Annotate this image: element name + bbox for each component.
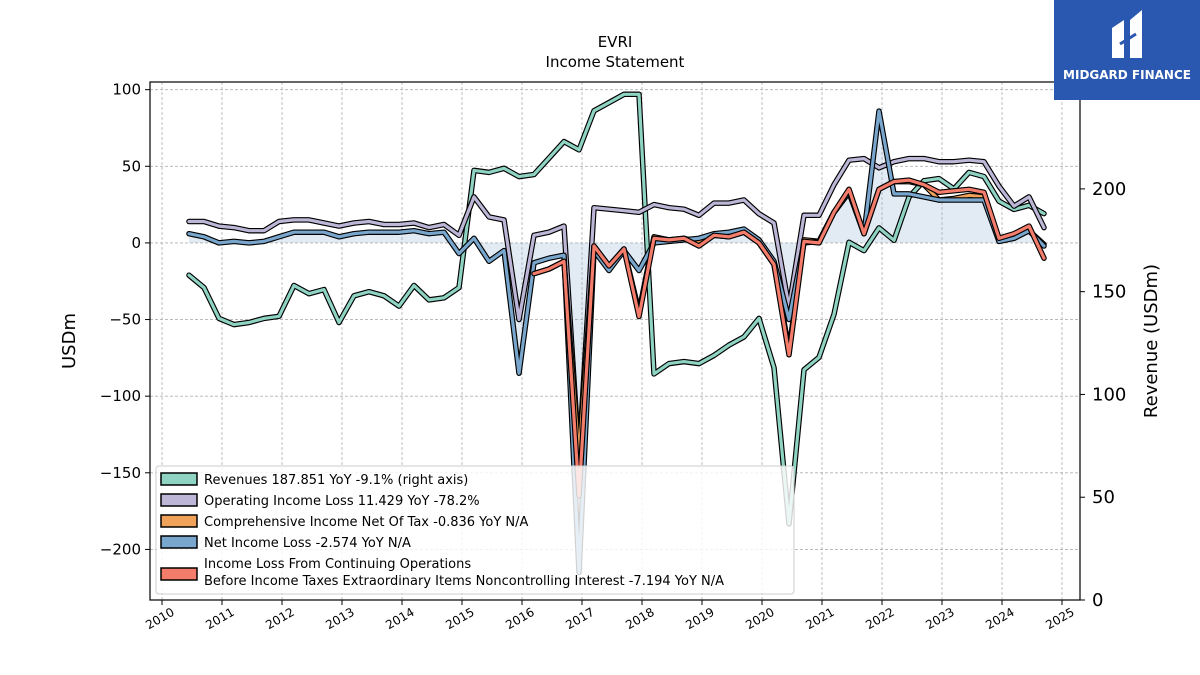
x-tick-label-2019: 2019 — [683, 605, 716, 632]
x-tick-label-2021: 2021 — [803, 605, 836, 632]
x-tick-label-2017: 2017 — [563, 605, 596, 632]
y-axis-right-label: Revenue (USDm) — [1141, 264, 1162, 418]
x-tick-label-2022: 2022 — [863, 605, 896, 632]
legend-box — [155, 465, 795, 595]
legend-label-comprehensive-income: Comprehensive Income Net Of Tax -0.836 Y… — [204, 515, 529, 530]
fill-areas — [189, 111, 1044, 573]
x-tick-label-2010: 2010 — [143, 605, 176, 632]
y-left-tick-label-6: −200 — [100, 540, 141, 558]
y-left-tick-label-2: 0 — [131, 234, 141, 252]
series-lines — [186, 91, 1047, 576]
legend-swatch-net-income — [160, 535, 198, 549]
fill-net-income — [189, 111, 1044, 573]
legend-label-pretax-income-line2: Before Income Taxes Extraordinary Items … — [204, 574, 724, 589]
brand-name: MIDGARD FINANCE — [1063, 68, 1191, 82]
x-tick-label-2015: 2015 — [443, 605, 476, 632]
x-tick-label-2025: 2025 — [1043, 605, 1076, 632]
x-tick-label-2024: 2024 — [983, 605, 1016, 632]
legend-label-pretax-income-line1: Income Loss From Continuing Operations — [204, 557, 471, 572]
y-left-tick-label-3: −50 — [109, 311, 141, 329]
x-tick-label-2020: 2020 — [743, 605, 776, 632]
legend-label-net-income: Net Income Loss -2.574 YoY N/A — [204, 536, 411, 551]
x-tick-label-2023: 2023 — [923, 605, 956, 632]
brand-logo: MIDGARD FINANCE — [1054, 0, 1200, 100]
chart-title: EVRI — [598, 33, 633, 51]
legend-swatch-pretax-income — [160, 567, 198, 581]
x-tick-label-2012: 2012 — [263, 605, 296, 632]
chart-subtitle: Income Statement — [546, 53, 685, 71]
plot-frame — [149, 81, 1081, 601]
y-right-tick-label-5: 0 — [1092, 590, 1103, 611]
series-line-operating-income-0 — [187, 157, 1046, 460]
y-left-tick-label-0: 100 — [112, 81, 141, 99]
series-line-pretax-income-0 — [532, 178, 1046, 498]
brand-logo-icon — [1112, 10, 1142, 58]
series-line-revenues-0 — [187, 92, 1046, 526]
x-tick-label-2016: 2016 — [503, 605, 536, 632]
x-tick-label-2014: 2014 — [383, 605, 416, 632]
y-right-tick-label-3: 100 — [1092, 384, 1126, 405]
legend-swatch-comprehensive-income — [160, 514, 198, 528]
legend-label-revenues: Revenues 187.851 YoY -9.1% (right axis) — [204, 473, 468, 488]
y-axis-left-label: USDm — [59, 313, 80, 369]
legend-swatch-revenues — [160, 472, 198, 486]
y-left-tick-label-1: 50 — [122, 157, 141, 175]
x-tick-label-2018: 2018 — [623, 605, 656, 632]
x-tick-label-2013: 2013 — [323, 605, 356, 632]
y-axis-left: 100 50 0 −50 −100 −150 −200 — [100, 81, 150, 558]
x-axis: 2010 2011 2012 2013 2014 2015 2016 2017 2018 2019… — [143, 600, 1077, 632]
legend-swatch-operating-income — [160, 493, 198, 507]
x-tick-label-2011: 2011 — [203, 605, 236, 632]
y-axis-right: 250200150100500 — [1080, 76, 1126, 611]
legend-label-operating-income: Operating Income Loss 11.429 YoY -78.2% — [204, 494, 480, 509]
y-left-tick-label-5: −150 — [100, 464, 141, 482]
y-right-tick-label-2: 150 — [1092, 282, 1126, 303]
y-right-tick-label-1: 200 — [1092, 179, 1126, 200]
y-right-tick-label-4: 50 — [1092, 487, 1115, 508]
y-left-tick-label-4: −100 — [100, 387, 141, 405]
legend: Revenues 187.851 YoY -9.1% (right axis) … — [155, 465, 795, 595]
